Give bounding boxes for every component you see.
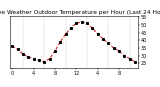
Title: Milwaukee Weather Outdoor Temperature per Hour (Last 24 Hours): Milwaukee Weather Outdoor Temperature pe… xyxy=(0,10,160,15)
